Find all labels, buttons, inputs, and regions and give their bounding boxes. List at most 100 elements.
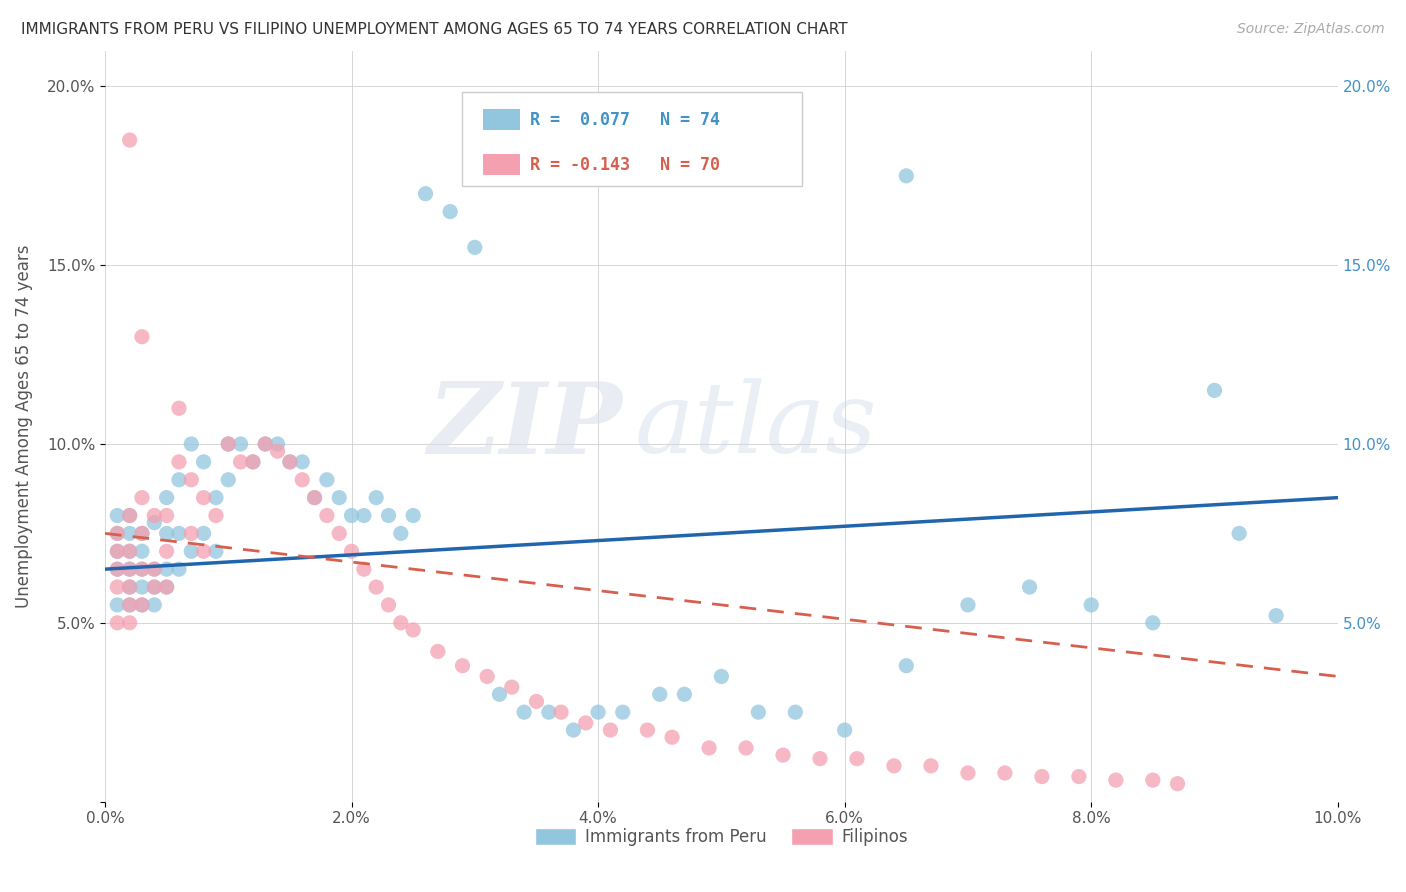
Point — [735, 740, 758, 755]
Point — [118, 133, 141, 147]
Point — [537, 705, 560, 719]
Point — [291, 455, 314, 469]
Point — [143, 562, 166, 576]
Text: IMMIGRANTS FROM PERU VS FILIPINO UNEMPLOYMENT AMONG AGES 65 TO 74 YEARS CORRELAT: IMMIGRANTS FROM PERU VS FILIPINO UNEMPLO… — [21, 22, 848, 37]
Point — [896, 169, 918, 183]
Point — [143, 580, 166, 594]
Point — [389, 615, 412, 630]
Point — [118, 615, 141, 630]
Point — [217, 437, 239, 451]
Point — [242, 455, 264, 469]
FancyBboxPatch shape — [463, 92, 801, 186]
Point — [167, 526, 190, 541]
Point — [1142, 773, 1164, 788]
Point — [278, 455, 301, 469]
Point — [562, 723, 585, 737]
Point — [747, 705, 769, 719]
Point — [328, 526, 350, 541]
Point — [785, 705, 807, 719]
Point — [105, 508, 128, 523]
Point — [254, 437, 277, 451]
Point — [994, 766, 1017, 780]
Point — [475, 669, 498, 683]
Point — [883, 759, 905, 773]
Point — [131, 330, 153, 344]
Point — [661, 730, 683, 744]
Point — [118, 508, 141, 523]
Point — [105, 562, 128, 576]
Point — [131, 491, 153, 505]
Point — [156, 544, 179, 558]
Point — [315, 508, 337, 523]
Point — [1166, 777, 1188, 791]
Point — [636, 723, 658, 737]
Point — [550, 705, 572, 719]
Y-axis label: Unemployment Among Ages 65 to 74 years: Unemployment Among Ages 65 to 74 years — [15, 244, 32, 607]
Point — [710, 669, 733, 683]
Point — [131, 598, 153, 612]
Point — [1204, 384, 1226, 398]
Point — [304, 491, 326, 505]
Point — [105, 544, 128, 558]
Point — [1265, 608, 1288, 623]
Point — [193, 526, 215, 541]
Point — [1067, 770, 1090, 784]
Point — [118, 562, 141, 576]
Point — [156, 491, 179, 505]
Point — [1142, 615, 1164, 630]
Point — [229, 437, 252, 451]
Point — [118, 526, 141, 541]
Point — [143, 580, 166, 594]
Point — [180, 544, 202, 558]
Point — [266, 437, 288, 451]
FancyBboxPatch shape — [484, 154, 520, 175]
Point — [328, 491, 350, 505]
Point — [315, 473, 337, 487]
Point — [105, 526, 128, 541]
Point — [143, 562, 166, 576]
Legend: Immigrants from Peru, Filipinos: Immigrants from Peru, Filipinos — [534, 828, 908, 846]
Point — [291, 473, 314, 487]
Text: ZIP: ZIP — [427, 378, 623, 475]
Point — [353, 562, 375, 576]
Text: Source: ZipAtlas.com: Source: ZipAtlas.com — [1237, 22, 1385, 37]
Point — [193, 544, 215, 558]
Point — [808, 752, 831, 766]
Point — [217, 437, 239, 451]
Point — [366, 580, 388, 594]
Point — [156, 562, 179, 576]
Point — [131, 580, 153, 594]
Point — [772, 748, 794, 763]
Point — [118, 544, 141, 558]
Point — [156, 580, 179, 594]
Point — [1080, 598, 1102, 612]
Text: atlas: atlas — [636, 378, 877, 474]
Point — [131, 526, 153, 541]
Point — [205, 508, 228, 523]
Point — [366, 491, 388, 505]
Point — [402, 508, 425, 523]
Point — [131, 598, 153, 612]
Text: R = -0.143   N = 70: R = -0.143 N = 70 — [530, 156, 720, 174]
Point — [697, 740, 720, 755]
Point — [167, 473, 190, 487]
Point — [167, 455, 190, 469]
Point — [105, 544, 128, 558]
Point — [156, 526, 179, 541]
FancyBboxPatch shape — [484, 109, 520, 129]
Point — [205, 491, 228, 505]
Point — [105, 615, 128, 630]
Point — [439, 204, 461, 219]
Point — [513, 705, 536, 719]
Point — [415, 186, 437, 201]
Point — [242, 455, 264, 469]
Point — [254, 437, 277, 451]
Point — [143, 598, 166, 612]
Point — [118, 580, 141, 594]
Point — [118, 580, 141, 594]
Point — [464, 240, 486, 254]
Point — [1105, 773, 1128, 788]
Point — [920, 759, 942, 773]
Point — [118, 598, 141, 612]
Point — [340, 544, 363, 558]
